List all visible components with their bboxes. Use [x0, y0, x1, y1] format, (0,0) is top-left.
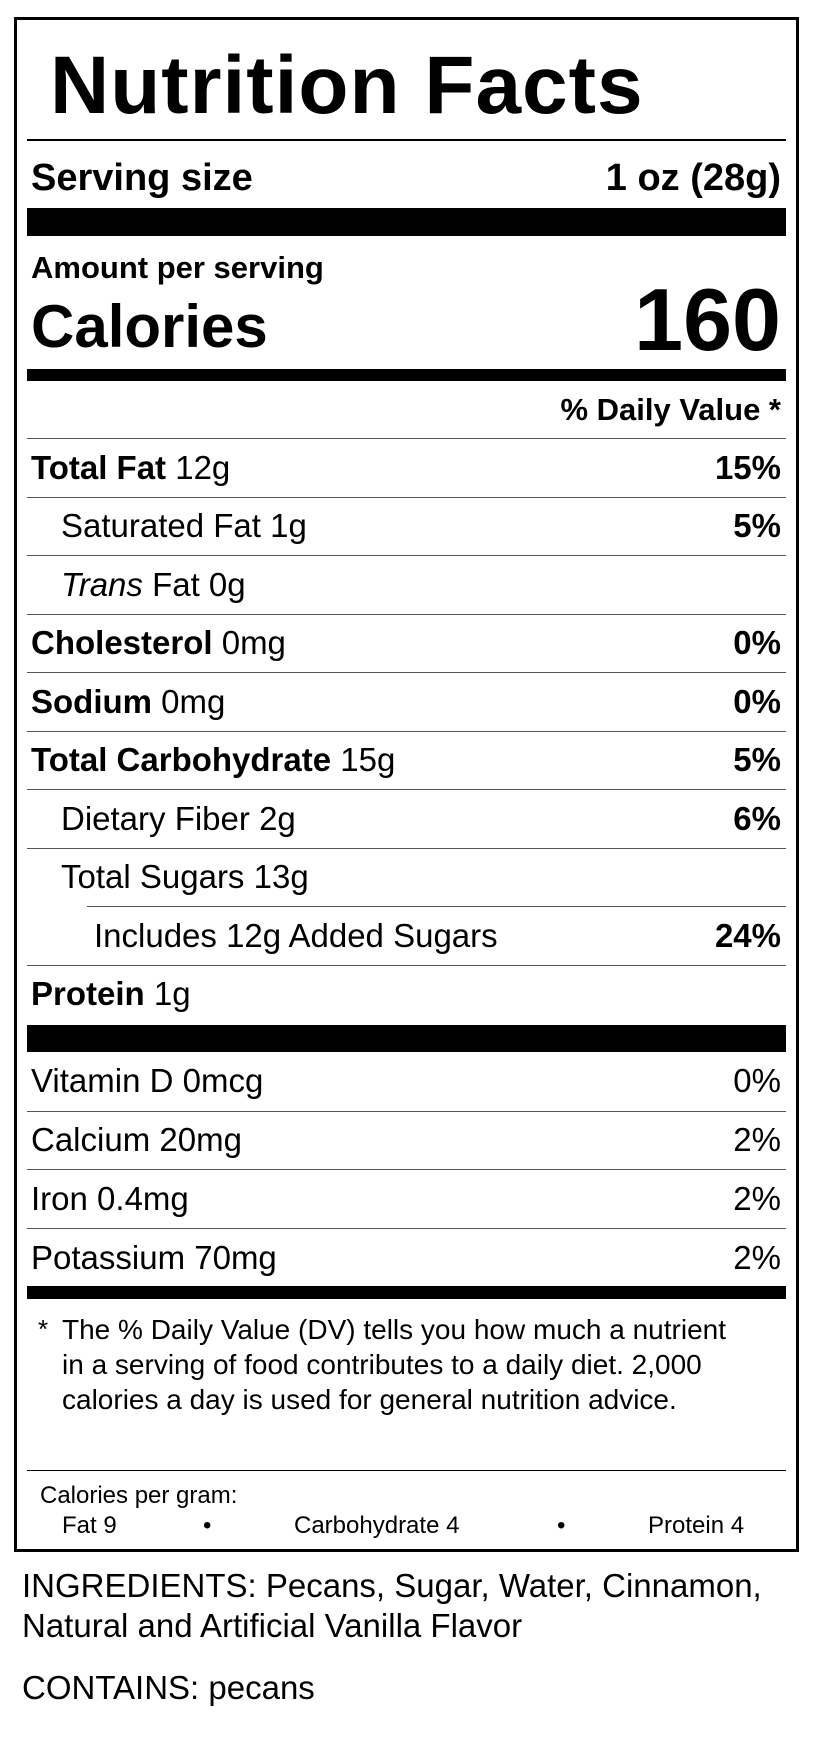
daily-value: 0% [733, 624, 781, 661]
nutrient-amount: 12g [175, 448, 231, 486]
nutrient-row: Cholesterol 0mg 0% [27, 613, 786, 672]
nutrient-label: Trans Fat 0g [27, 566, 246, 604]
nutrient-label: Calcium 20mg [27, 1121, 242, 1159]
daily-value: 5% [733, 507, 781, 544]
nutrient-amount: 0mg [221, 624, 286, 661]
calories-label: Calories [31, 293, 268, 360]
nutrient-row: Total Carbohydrate 15g 5% [27, 730, 786, 789]
nutrient-name: Protein [31, 975, 145, 1012]
nutrient-row: Calcium 20mg 2% [27, 1110, 786, 1169]
nutrient-label: Total Sugars 13g [27, 858, 309, 896]
footnote-text: The % Daily Value (DV) tells you how muc… [62, 1314, 726, 1415]
daily-value-header: % Daily Value * [560, 392, 781, 427]
nutrient-row: Vitamin D 0mcg 0% [27, 1052, 786, 1110]
cpg-item: Protein 4 [648, 1512, 745, 1539]
nutrient-label: Total Carbohydrate 15g [27, 741, 395, 779]
daily-value: 0% [733, 682, 781, 720]
nutrient-label: Cholesterol 0mg [27, 624, 286, 662]
amount-label: Amount per serving [31, 250, 324, 285]
nutrient-row: Sodium 0mg 0% [27, 672, 786, 730]
nutrient-row: Total Sugars 13g [27, 847, 786, 906]
nutrient-label: Total Fat 12g [27, 449, 230, 487]
nutrient-row: Protein 1g [27, 964, 786, 1023]
daily-value: 0% [733, 1062, 781, 1099]
bullet: • [557, 1512, 566, 1539]
nutrient-row: Total Fat 12g 15% [27, 438, 786, 496]
nutrient-name: Total Fat [31, 448, 167, 486]
nutrient-label: Dietary Fiber 2g [27, 800, 296, 838]
nutrient-row: Includes 12g Added Sugars 24% [87, 906, 786, 964]
medium-bar [27, 1286, 786, 1299]
nutrient-row: Iron 0.4mg 2% [27, 1169, 786, 1227]
cpg-item: Fat 9 [62, 1512, 117, 1539]
nutrient-label: Sodium 0mg [27, 683, 225, 721]
nutrient-amount: 0mg [161, 682, 226, 720]
nutrient-name: Saturated Fat [61, 507, 261, 544]
nutrient-name: Dietary Fiber [61, 799, 250, 837]
ingredients: INGREDIENTS: Pecans, Sugar, Water, Cinna… [22, 1567, 762, 1644]
nutrient-label: Includes 12g Added Sugars [87, 917, 498, 955]
nutrient-label: Protein 1g [27, 975, 191, 1013]
thick-bar [27, 1025, 786, 1052]
nutrient-row: Dietary Fiber 2g 6% [27, 789, 786, 847]
nutrient-name: Sodium [31, 682, 152, 720]
divider [27, 139, 786, 141]
contains: CONTAINS: pecans [22, 1669, 315, 1706]
nutrient-label: Iron 0.4mg [27, 1180, 189, 1218]
nutrient-label: Potassium 70mg [27, 1239, 277, 1277]
nutrient-label: Saturated Fat 1g [27, 507, 307, 545]
cpg-title: Calories per gram: [40, 1482, 238, 1509]
daily-value: 2% [733, 1179, 781, 1217]
nutrient-name: Cholesterol [31, 624, 213, 661]
calories-value: 160 [634, 270, 781, 369]
nutrient-name: Vitamin D [31, 1062, 174, 1099]
nutrient-amount: 1g [153, 975, 191, 1012]
daily-value: 6% [733, 799, 781, 837]
label-box [14, 17, 799, 1552]
nutrient-amount: 1g [270, 507, 307, 544]
nutrient-row: Saturated Fat 1g 5% [27, 496, 786, 555]
divider [27, 1470, 786, 1471]
serving-label: Serving size [31, 157, 253, 199]
nutrient-amount: 20mg [159, 1121, 242, 1159]
nutrient-amount: Fat 0g [152, 565, 246, 603]
nutrient-name: Calcium [31, 1121, 151, 1159]
daily-value: 15% [714, 448, 781, 486]
serving-value: 1 oz (28g) [605, 157, 781, 199]
footnote-mark: * [38, 1314, 49, 1344]
daily-value: 2% [733, 1238, 781, 1276]
nutrient-amount: 70mg [194, 1238, 277, 1276]
medium-bar [27, 369, 786, 381]
nutrient-name: Total Carbohydrate [31, 741, 332, 778]
nutrient-name: Total Sugars [61, 858, 245, 895]
nutrient-amount: 0mcg [182, 1062, 264, 1099]
nutrient-row: Potassium 70mg 2% [27, 1228, 786, 1286]
nutrient-amount: 0.4mg [97, 1179, 189, 1217]
nutrient-amount: 2g [259, 799, 296, 837]
thick-bar [27, 208, 786, 236]
nutrient-name: Iron [31, 1179, 88, 1217]
cpg-item: Carbohydrate 4 [294, 1512, 460, 1539]
daily-value: 5% [733, 741, 781, 778]
title: Nutrition Facts [50, 40, 644, 131]
nutrient-row: Trans Fat 0g [27, 555, 786, 613]
daily-value: 24% [714, 916, 781, 954]
daily-value: 2% [733, 1121, 781, 1159]
nutrient-name: Includes 12g Added Sugars [94, 916, 498, 954]
nutrient-name: Potassium [31, 1238, 186, 1276]
nutrient-name: Trans [61, 565, 143, 603]
nutrient-amount: 15g [340, 741, 396, 778]
nutrient-amount: 13g [253, 858, 309, 895]
bullet: • [203, 1512, 212, 1539]
nutrient-label: Vitamin D 0mcg [27, 1062, 263, 1100]
